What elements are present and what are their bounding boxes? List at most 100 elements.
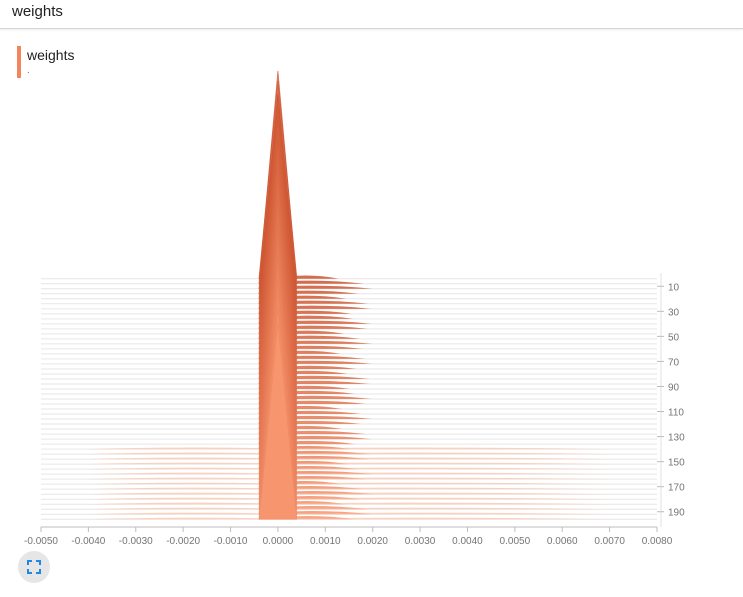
card-accent-bar: [17, 46, 21, 78]
x-tick-label: -0.0020: [166, 536, 200, 547]
series-right-spread: [296, 457, 610, 460]
histogram-series-step-28: [41, 121, 657, 310]
histogram-series-step-76: [41, 181, 657, 370]
histogram-series-step-16: [41, 109, 657, 295]
histogram-series-step-132: [41, 253, 657, 440]
histogram-series-step-120: [41, 238, 657, 425]
histogram-series-step-48: [41, 138, 657, 335]
series-right-tail: [296, 360, 373, 364]
series-left-spread: [88, 497, 259, 500]
series-right-tail: [296, 385, 350, 389]
series-right-spread: [296, 512, 610, 515]
series-right-tail: [296, 430, 367, 435]
series-right-tail: [296, 380, 371, 384]
series-right-tail: [296, 345, 363, 349]
x-tick-label: 0.0060: [547, 536, 578, 547]
series-left-spread: [88, 447, 259, 450]
top-header: weights: [0, 0, 743, 29]
series-right-spread: [296, 492, 610, 495]
series-left-spread: [88, 517, 259, 520]
series-right-tail: [296, 410, 362, 415]
series-left-spread: [88, 477, 259, 480]
series-right-tail: [296, 295, 347, 299]
series-right-tail: [296, 405, 343, 410]
series-right-tail: [296, 280, 365, 284]
histogram-series-step-176: [41, 307, 657, 495]
series-right-tail: [296, 335, 360, 339]
card-title: weights: [27, 47, 75, 63]
series-right-tail: [296, 315, 354, 319]
axes-layer: -0.0050 -0.0040 -0.0030 -0.0020 -0.0010 0.000…: [24, 273, 685, 547]
histogram-series-step-24: [41, 93, 657, 305]
series-right-spread: [296, 477, 610, 480]
histogram-series-step-32: [41, 124, 657, 315]
y-tick-label: 30: [668, 307, 680, 318]
series-left-spread: [88, 487, 259, 490]
y-tick-label: 50: [668, 332, 680, 343]
series-right-tail: [296, 320, 372, 324]
series-right-spread: [296, 487, 610, 490]
series-right-spread: [296, 517, 610, 520]
series-right-tail: [296, 340, 373, 344]
x-tick-label: 0.0010: [310, 536, 341, 547]
series-right-spread: [296, 497, 610, 500]
series-right-tail: [296, 390, 356, 394]
series-peak: [258, 322, 298, 520]
series-right-tail: [296, 420, 362, 425]
series-right-tail: [296, 400, 367, 405]
series-right-tail: [296, 330, 345, 334]
y-tick-label: 90: [668, 382, 680, 393]
histogram-series-step-60: [41, 165, 657, 350]
x-tick-label: 0.0080: [642, 536, 673, 547]
x-tick-label: -0.0030: [119, 536, 153, 547]
y-tick-label: 190: [668, 508, 685, 519]
y-tick-label: 110: [668, 408, 684, 419]
series-left-spread: [88, 507, 259, 510]
histogram-series-step-4: [41, 80, 657, 280]
histogram-series-step-72: [41, 174, 657, 365]
series-right-tail: [296, 350, 341, 354]
x-tick-label: 0.0000: [263, 536, 294, 547]
histogram-series-step-92: [41, 195, 657, 390]
histogram-series-step-44: [41, 145, 657, 330]
series-right-tail: [296, 310, 352, 314]
ridge-layer: [41, 70, 657, 520]
expand-button[interactable]: [18, 551, 50, 583]
series-left-spread: [88, 452, 259, 455]
series-right-spread: [296, 452, 610, 455]
histogram-series-step-56: [41, 147, 657, 345]
series-left-spread: [88, 472, 259, 475]
series-left-spread: [88, 502, 259, 505]
fullscreen-expand-icon: [27, 560, 41, 574]
series-right-tail: [296, 305, 371, 309]
series-right-tail: [296, 285, 373, 289]
histogram-series-step-12: [41, 94, 657, 290]
series-right-spread: [296, 462, 610, 465]
series-right-tail: [296, 275, 339, 279]
x-tick-label: -0.0040: [71, 536, 105, 547]
series-right-spread: [296, 447, 610, 450]
series-left-spread: [88, 512, 259, 515]
series-right-tail: [296, 355, 366, 359]
series-right-tail: [296, 325, 368, 329]
y-tick-label: 10: [668, 282, 680, 293]
series-left-spread: [88, 457, 259, 460]
x-tick-label: 0.0050: [500, 536, 531, 547]
series-right-spread: [296, 472, 610, 475]
series-right-spread: [296, 507, 610, 510]
series-right-tail: [296, 415, 373, 420]
y-tick-label: 130: [668, 433, 685, 444]
x-tick-label: 0.0030: [405, 536, 436, 547]
series-right-tail: [296, 435, 372, 440]
y-tick-label: 170: [668, 483, 685, 494]
series-right-tail: [296, 365, 357, 369]
x-tick-label: 0.0040: [452, 536, 483, 547]
x-tick-label: -0.0050: [24, 536, 58, 547]
y-tick-label: 70: [668, 357, 680, 368]
series-right-tail: [296, 300, 369, 304]
series-right-tail: [296, 290, 359, 294]
series-right-tail: [296, 425, 343, 430]
y-tick-label: 150: [668, 458, 685, 469]
x-tick-label: -0.0010: [214, 536, 248, 547]
card-subtitle: .: [27, 65, 30, 76]
